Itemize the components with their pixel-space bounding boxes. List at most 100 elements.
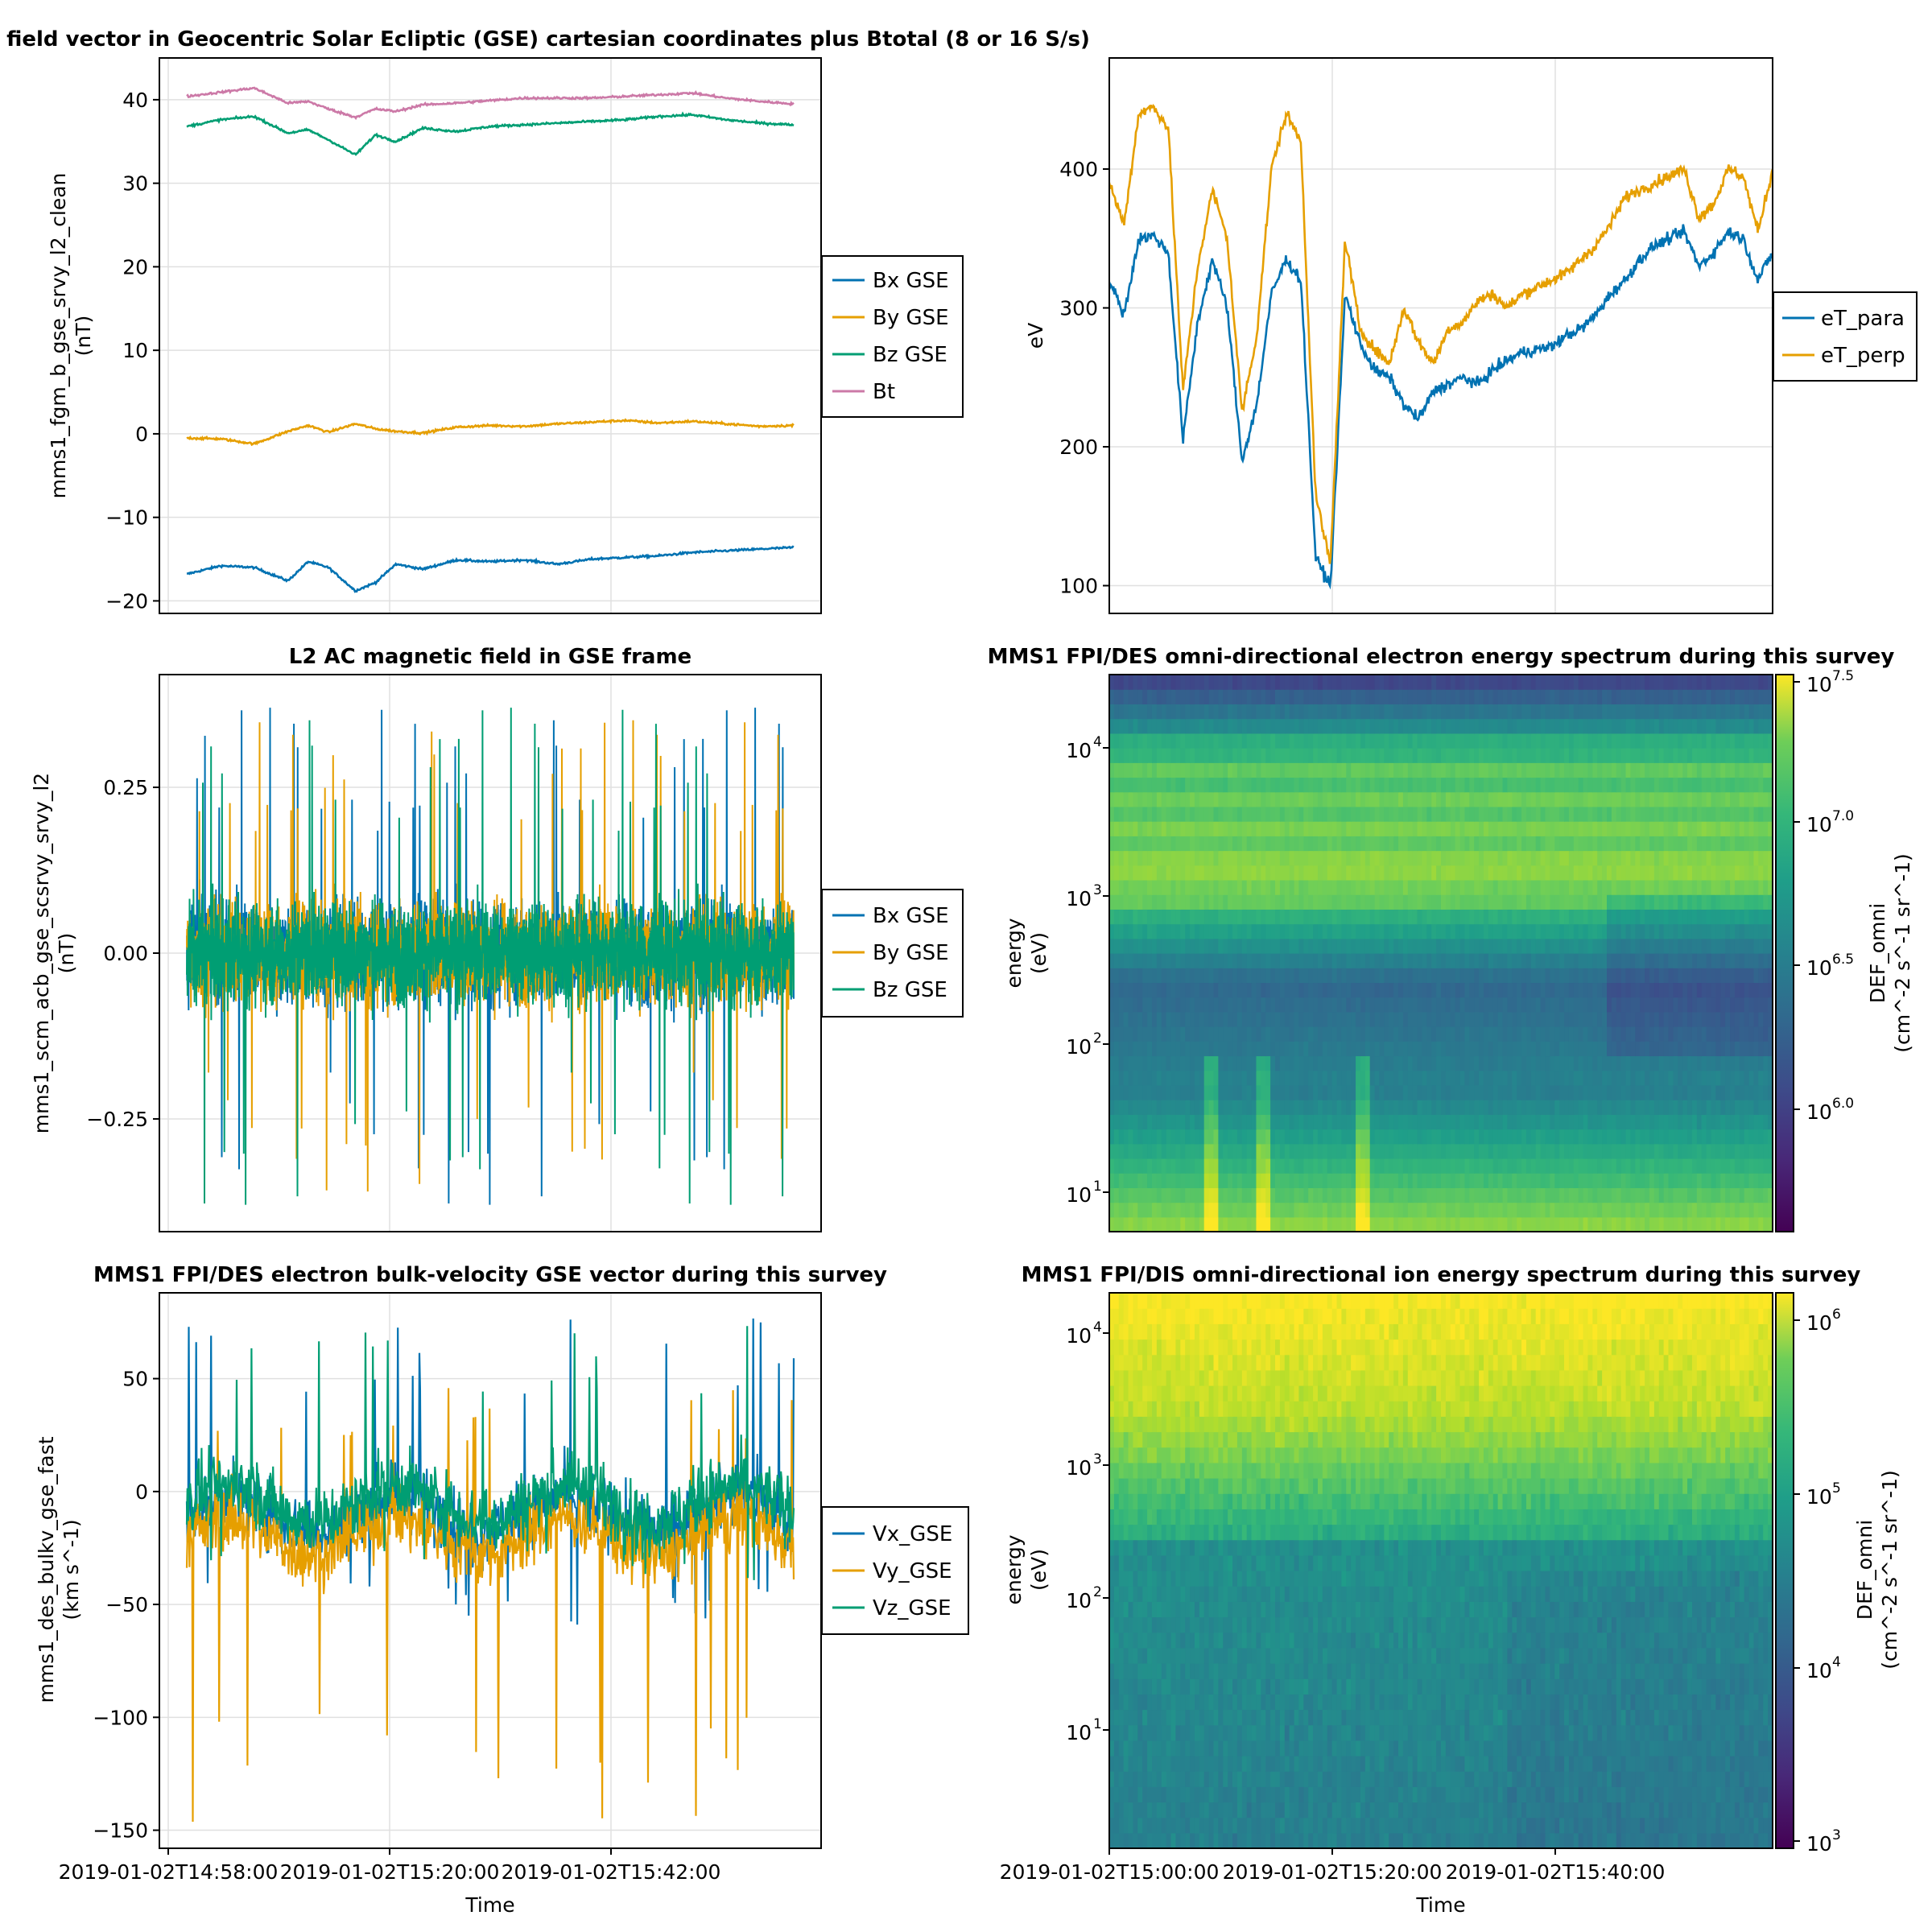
espec-cell bbox=[1607, 718, 1612, 734]
espec-cell bbox=[1393, 1026, 1399, 1042]
espec-cell bbox=[1502, 1158, 1508, 1174]
espec-cell bbox=[1445, 1070, 1451, 1086]
espec-cell bbox=[1559, 733, 1565, 749]
espec-cell bbox=[1734, 894, 1740, 910]
espec-cell bbox=[1653, 1070, 1660, 1086]
espec-cell bbox=[1706, 1158, 1712, 1174]
espec-cell bbox=[1540, 1070, 1546, 1086]
espec-cell bbox=[1645, 1100, 1650, 1115]
espec-cell bbox=[1583, 718, 1589, 734]
espec-cell bbox=[1469, 762, 1475, 778]
espec-cell bbox=[1256, 997, 1261, 1013]
espec-cell bbox=[1730, 1084, 1736, 1100]
espec-cell bbox=[1687, 997, 1693, 1013]
espec-cell bbox=[1279, 1100, 1286, 1115]
espec-cell bbox=[1450, 1070, 1456, 1086]
espec-cell bbox=[1673, 1070, 1678, 1086]
espec-cell bbox=[1118, 909, 1125, 925]
espec-cell bbox=[1521, 953, 1527, 968]
espec-cell bbox=[1228, 953, 1233, 968]
espec-cell bbox=[1725, 997, 1731, 1013]
espec-cell bbox=[1739, 762, 1745, 778]
espec-cell bbox=[1658, 879, 1665, 895]
espec-cell bbox=[1512, 718, 1517, 734]
espec-cell bbox=[1706, 1100, 1712, 1115]
espec-cell bbox=[1374, 1026, 1381, 1042]
espec-cell bbox=[1109, 997, 1115, 1013]
espec-cell bbox=[1573, 909, 1579, 925]
espec-cell bbox=[1199, 1187, 1205, 1203]
espec-cell bbox=[1341, 1041, 1347, 1057]
espec-cell bbox=[1389, 762, 1394, 778]
espec-cell bbox=[1417, 718, 1423, 734]
espec-cell bbox=[1559, 923, 1565, 939]
espec-cell bbox=[1223, 718, 1228, 734]
espec-cell bbox=[1128, 1129, 1134, 1145]
espec-cell bbox=[1417, 1011, 1423, 1027]
espec-cell bbox=[1346, 1187, 1352, 1203]
espec-cell bbox=[1497, 1158, 1504, 1174]
espec-cell bbox=[1502, 1129, 1508, 1145]
espec-cell bbox=[1682, 953, 1688, 968]
espec-cell bbox=[1502, 909, 1508, 925]
espec-cell bbox=[1331, 1084, 1338, 1100]
espec-cell bbox=[1128, 865, 1134, 881]
espec-cell bbox=[1720, 923, 1726, 939]
espec-cell bbox=[1540, 923, 1546, 939]
espec-cell bbox=[1691, 777, 1698, 793]
espec-cell bbox=[1583, 836, 1589, 852]
espec-cell bbox=[1303, 1129, 1309, 1145]
espec-cell bbox=[1422, 909, 1427, 925]
espec-cell bbox=[1180, 1202, 1186, 1218]
espec-cell bbox=[1663, 762, 1670, 778]
espec-cell bbox=[1402, 1143, 1409, 1159]
espec-cell bbox=[1649, 762, 1655, 778]
espec-cell bbox=[1341, 791, 1347, 807]
espec-cell bbox=[1236, 850, 1243, 866]
espec-cell bbox=[1492, 748, 1499, 763]
espec-cell bbox=[1346, 879, 1352, 895]
espec-cell bbox=[1142, 953, 1148, 968]
espec-cell bbox=[1564, 1041, 1570, 1057]
espec-cell bbox=[1573, 777, 1579, 793]
espec-cell bbox=[1564, 923, 1570, 939]
espec-cell bbox=[1663, 1055, 1670, 1071]
espec-cell bbox=[1464, 938, 1470, 954]
espec-cell bbox=[1530, 1173, 1537, 1188]
espec-cell bbox=[1753, 894, 1759, 910]
espec-cell bbox=[1739, 953, 1745, 968]
espec-cell bbox=[1521, 1070, 1527, 1086]
espec-cell bbox=[1573, 1011, 1579, 1027]
espec-cell bbox=[1578, 1143, 1584, 1159]
espec-cell bbox=[1161, 748, 1167, 763]
espec-cell bbox=[1289, 1041, 1295, 1057]
espec-cell bbox=[1431, 1026, 1437, 1042]
espec-cell bbox=[1369, 1055, 1376, 1071]
espec-cell bbox=[1284, 748, 1290, 763]
espec-cell bbox=[1625, 923, 1632, 939]
espec-cell bbox=[1691, 1084, 1698, 1100]
espec-cell bbox=[1678, 836, 1683, 852]
espec-cell bbox=[1479, 1055, 1484, 1071]
espec-cell bbox=[1597, 879, 1603, 895]
espec-cell bbox=[1393, 1011, 1399, 1027]
espec-cell bbox=[1175, 968, 1181, 984]
espec-cell bbox=[1441, 909, 1447, 925]
espec-cell bbox=[1611, 850, 1617, 866]
espec-cell bbox=[1113, 909, 1120, 925]
espec-cell bbox=[1763, 791, 1769, 807]
espec-cell bbox=[1331, 850, 1338, 866]
espec-cell bbox=[1270, 718, 1276, 734]
espec-cell bbox=[1228, 748, 1233, 763]
espec-cell bbox=[1232, 997, 1238, 1013]
espec-cell bbox=[1327, 1173, 1333, 1188]
espec-cell bbox=[1208, 777, 1215, 793]
espec-cell bbox=[1426, 953, 1432, 968]
espec-cell bbox=[1441, 1055, 1447, 1071]
espec-cell bbox=[1753, 1011, 1759, 1027]
espec-cell bbox=[1322, 777, 1328, 793]
espec-cell bbox=[1199, 762, 1205, 778]
espec-cell bbox=[1730, 1041, 1736, 1057]
espec-cell bbox=[1564, 777, 1570, 793]
espec-cell bbox=[1241, 718, 1248, 734]
